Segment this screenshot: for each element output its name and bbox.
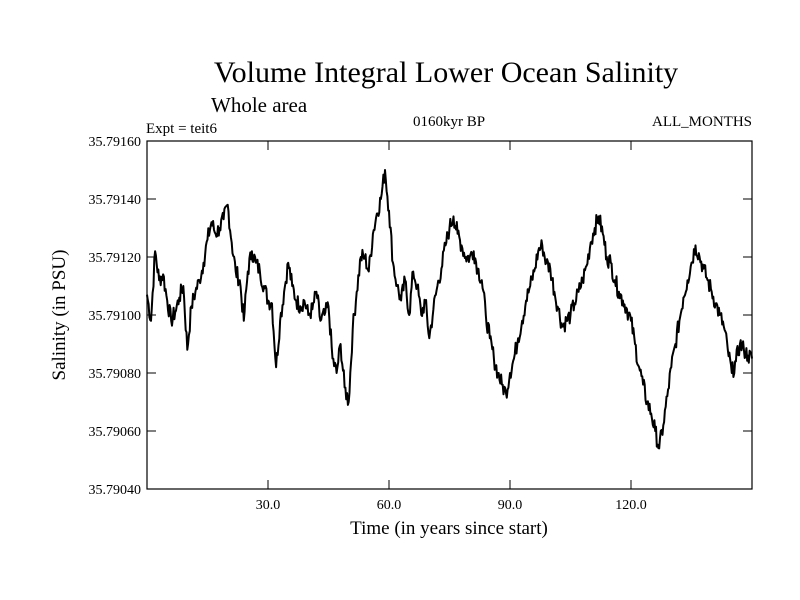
x-tick-label: 120.0 (615, 498, 647, 513)
period-label: 0160kyr BP (413, 114, 485, 130)
chart-subtitle: Whole area (211, 93, 308, 117)
x-axis-ticks: 30.0 60.0 90.0 120.0 (256, 141, 647, 513)
salinity-line (146, 169, 753, 450)
x-axis-label: Time (in years since start) (350, 518, 548, 539)
x-tick-label: 90.0 (498, 498, 523, 513)
plot-frame (146, 140, 753, 490)
x-tick-label: 60.0 (377, 498, 402, 513)
y-axis-ticks: 35.79040 35.79060 35.79080 35.79100 35.79120… (89, 135, 752, 498)
y-tick-label: 35.79060 (89, 425, 142, 440)
months-label: ALL_MONTHS (652, 114, 752, 130)
y-tick-label: 35.79160 (89, 135, 142, 150)
y-tick-label: 35.79040 (89, 483, 142, 498)
experiment-label: Expt = teit6 (146, 121, 217, 137)
y-tick-label: 35.79100 (89, 309, 142, 324)
y-tick-label: 35.79120 (89, 251, 142, 266)
chart-title: Volume Integral Lower Ocean Salinity (214, 56, 678, 89)
x-tick-label: 30.0 (256, 498, 281, 513)
y-tick-label: 35.79140 (89, 193, 142, 208)
y-tick-label: 35.79080 (89, 367, 142, 382)
y-axis-label: Salinity (in PSU) (49, 250, 70, 381)
